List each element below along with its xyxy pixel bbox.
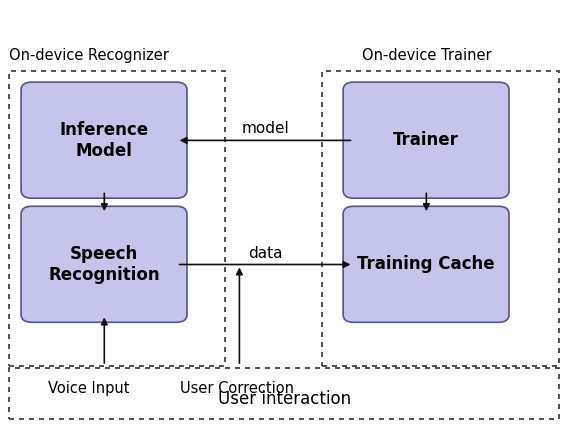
Text: Inference
Model: Inference Model (59, 121, 149, 160)
Text: Voice Input: Voice Input (48, 381, 129, 396)
Bar (9, 368, 559, 419)
FancyBboxPatch shape (21, 206, 187, 322)
FancyBboxPatch shape (21, 82, 187, 198)
Text: Training Cache: Training Cache (357, 255, 495, 273)
Text: Speech
Recognition: Speech Recognition (48, 245, 160, 284)
FancyBboxPatch shape (343, 82, 509, 198)
Text: User interaction: User interaction (218, 390, 352, 408)
Bar (322, 71, 559, 366)
Text: Trainer: Trainer (393, 131, 459, 149)
Text: On-device Recognizer: On-device Recognizer (9, 48, 168, 63)
Bar (9, 71, 225, 366)
Text: data: data (248, 246, 282, 261)
Text: model: model (241, 121, 289, 136)
Text: On-device Trainer: On-device Trainer (362, 48, 491, 63)
Text: User Correction: User Correction (180, 381, 294, 396)
FancyBboxPatch shape (343, 206, 509, 322)
